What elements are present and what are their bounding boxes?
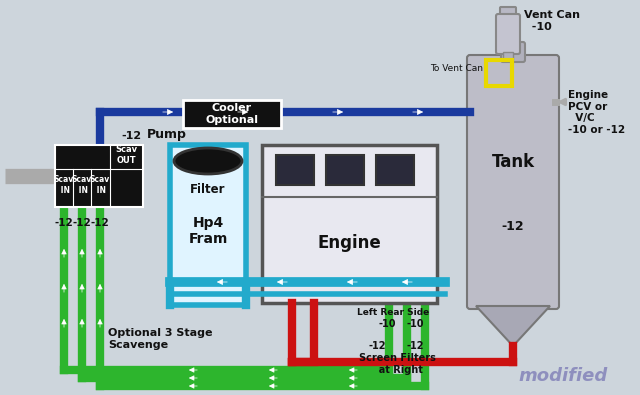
FancyBboxPatch shape: [467, 55, 559, 309]
Text: Scav
 IN: Scav IN: [54, 175, 74, 195]
Text: Scav
 IN: Scav IN: [90, 175, 110, 195]
FancyBboxPatch shape: [496, 14, 520, 54]
Bar: [262, 145, 437, 303]
Bar: [376, 155, 414, 185]
Text: Vent Can
  -10: Vent Can -10: [524, 10, 580, 32]
Text: Filter: Filter: [190, 183, 226, 196]
Text: Left Rear Side: Left Rear Side: [356, 308, 429, 317]
Text: Engine
PCV or
  V/C
-10 or -12: Engine PCV or V/C -10 or -12: [568, 90, 625, 135]
Text: Tank: Tank: [492, 153, 534, 171]
Text: -12: -12: [54, 218, 74, 228]
Text: Scav
 IN: Scav IN: [72, 175, 92, 195]
Text: modified: modified: [519, 367, 608, 385]
Bar: [486, 60, 512, 86]
Text: Scav
OUT: Scav OUT: [115, 145, 137, 165]
Text: -12: -12: [121, 131, 141, 141]
Polygon shape: [476, 306, 550, 346]
Text: Optional 3 Stage
Scavenge: Optional 3 Stage Scavenge: [108, 328, 212, 350]
Text: -10: -10: [378, 319, 396, 329]
Text: Pump: Pump: [147, 128, 187, 141]
FancyBboxPatch shape: [183, 100, 281, 128]
Text: -12: -12: [91, 218, 109, 228]
Bar: [326, 155, 364, 185]
Text: Hp4
Fram: Hp4 Fram: [188, 216, 228, 246]
Ellipse shape: [174, 148, 242, 174]
Text: -10: -10: [406, 319, 424, 329]
Text: Cooler
Optional: Cooler Optional: [205, 103, 259, 125]
Text: -12: -12: [72, 218, 92, 228]
Text: Screen Filters
  at Right: Screen Filters at Right: [358, 353, 435, 374]
FancyBboxPatch shape: [500, 7, 516, 17]
Bar: [170, 145, 246, 305]
FancyBboxPatch shape: [501, 42, 525, 62]
Text: -12: -12: [502, 220, 524, 233]
Text: Engine: Engine: [317, 234, 381, 252]
Bar: [276, 155, 314, 185]
Text: -12: -12: [368, 341, 386, 351]
Text: To Vent Can: To Vent Can: [430, 64, 483, 73]
Text: -12: -12: [406, 341, 424, 351]
Bar: [55, 145, 143, 207]
Bar: [503, 52, 513, 60]
